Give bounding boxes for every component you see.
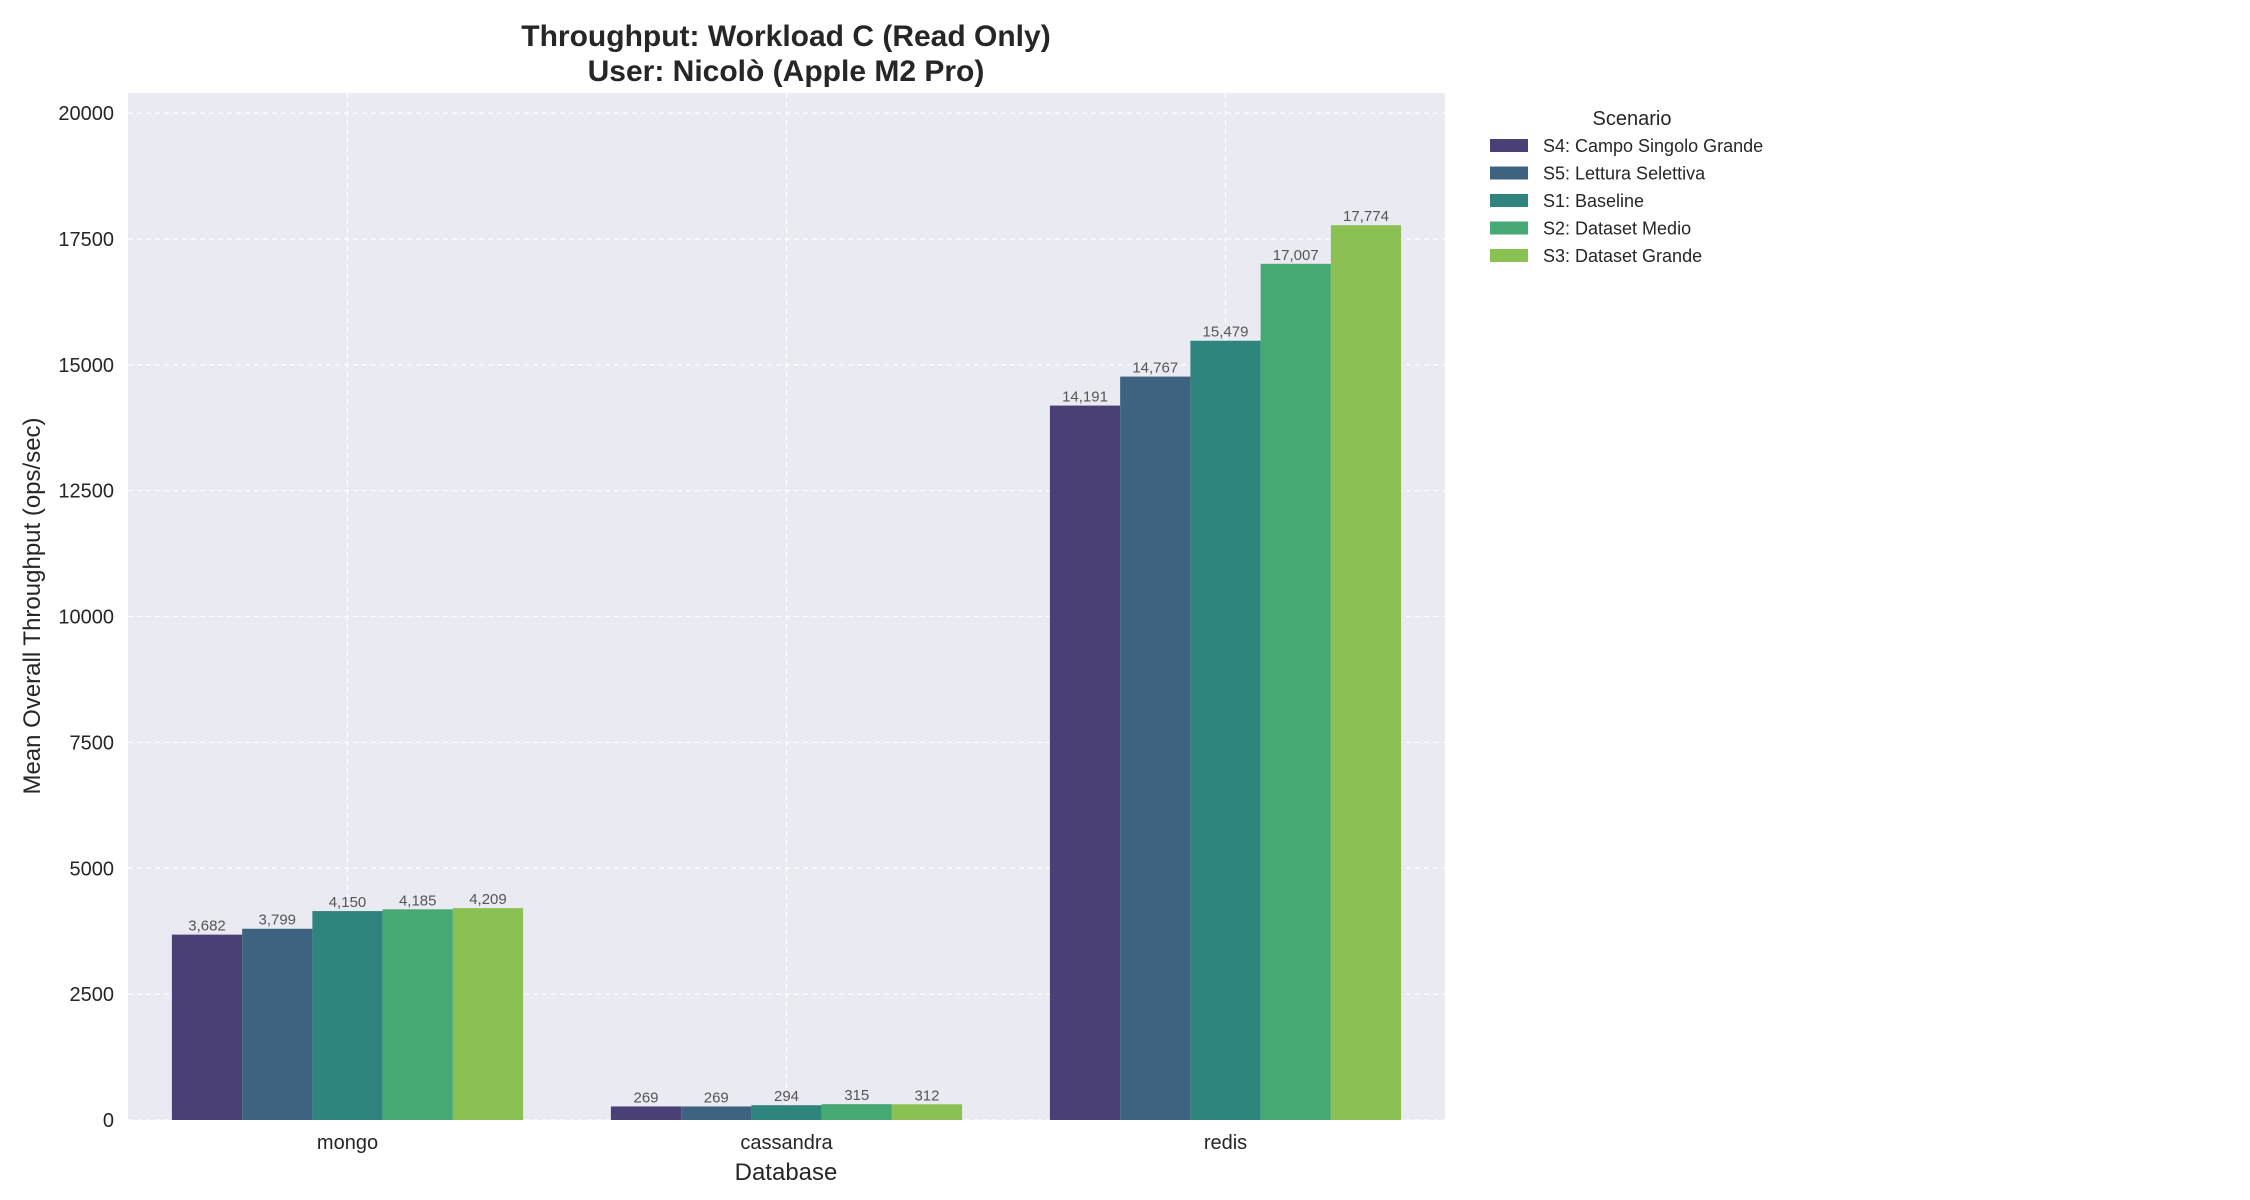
y-tick-label: 17500 [58, 229, 114, 251]
x-axis-label: Database [735, 1159, 838, 1186]
bar-redis-s0 [1049, 405, 1121, 1120]
bar-mongo-s0 [171, 934, 243, 1120]
bar-labels: 3,682 269 14,191 3,799 269 14,767 4,150 294 15,4… [188, 208, 1389, 1106]
bar-value-label: 14,767 [1132, 360, 1178, 377]
bar-cassandra-s2 [751, 1105, 822, 1120]
bar-value-label: 3,799 [258, 912, 296, 929]
y-tick-label: 5000 [70, 858, 115, 880]
legend-label: S2: Dataset Medio [1543, 219, 1691, 239]
bar-value-label: 17,007 [1273, 247, 1319, 264]
bar-redis-s4 [1330, 225, 1402, 1121]
chart-title-line-1: Throughput: Workload C (Read Only) [521, 20, 1050, 53]
legend-label: S4: Campo Singolo Grande [1543, 136, 1763, 156]
y-tick-label: 0 [103, 1110, 114, 1132]
x-tick-label-cassandra: cassandra [740, 1132, 833, 1154]
bar-cassandra-s3 [821, 1104, 892, 1120]
bar-cassandra-s4 [891, 1104, 963, 1120]
bar-value-label: 312 [914, 1087, 939, 1104]
legend-swatch [1490, 139, 1528, 152]
legend-label: S5: Lettura Selettiva [1543, 164, 1706, 184]
bar-value-label: 269 [704, 1089, 729, 1106]
bar-value-label: 4,150 [329, 894, 367, 911]
bar-value-label: 269 [634, 1089, 659, 1106]
legend-swatch [1490, 221, 1528, 235]
legend: Scenario S4: Campo Singolo Grande S5: Let… [1490, 108, 1763, 266]
bar-value-label: 4,209 [469, 891, 507, 908]
bar-value-label: 14,191 [1062, 389, 1108, 406]
y-tick-label: 15000 [58, 355, 114, 377]
bar-value-label: 17,774 [1343, 208, 1389, 225]
bar-value-label: 294 [774, 1088, 799, 1105]
bar-redis-s2 [1190, 340, 1261, 1120]
bar-redis-s3 [1260, 263, 1331, 1120]
bars [171, 225, 1402, 1121]
legend-label: S3: Dataset Grande [1543, 246, 1702, 266]
bar-cassandra-s0 [610, 1106, 682, 1120]
legend-label: S1: Baseline [1543, 191, 1644, 211]
x-tick-label-mongo: mongo [317, 1132, 378, 1154]
bar-value-label: 315 [844, 1087, 869, 1104]
bar-value-label: 15,479 [1203, 324, 1249, 341]
bar-mongo-s4 [452, 908, 524, 1120]
bar-mongo-s3 [382, 909, 453, 1120]
y-tick-label: 7500 [70, 732, 115, 754]
bar-mongo-s2 [312, 911, 383, 1120]
x-axis-ticks: mongo cassandra redis [317, 1132, 1247, 1154]
legend-swatch [1490, 166, 1528, 180]
y-axis-ticks: 0 2500 5000 7500 10000 12500 15000 17500 20000 [58, 103, 114, 1132]
bar-cassandra-s1 [681, 1106, 752, 1120]
bar-value-label: 3,682 [188, 918, 226, 935]
legend-swatch [1490, 194, 1528, 207]
y-tick-label: 2500 [70, 984, 115, 1006]
bar-value-label: 4,185 [399, 892, 437, 909]
y-tick-label: 12500 [58, 481, 114, 503]
y-tick-label: 20000 [58, 103, 114, 125]
bar-redis-s1 [1120, 376, 1191, 1120]
chart-title-line-2: User: Nicolò (Apple M2 Pro) [588, 55, 985, 88]
bar-mongo-s1 [242, 928, 313, 1120]
legend-swatch [1490, 249, 1528, 262]
legend-title: Scenario [1593, 108, 1672, 130]
y-tick-label: 10000 [58, 607, 114, 629]
y-axis-label: Mean Overall Throughput (ops/sec) [19, 417, 46, 794]
x-tick-label-redis: redis [1204, 1132, 1247, 1154]
